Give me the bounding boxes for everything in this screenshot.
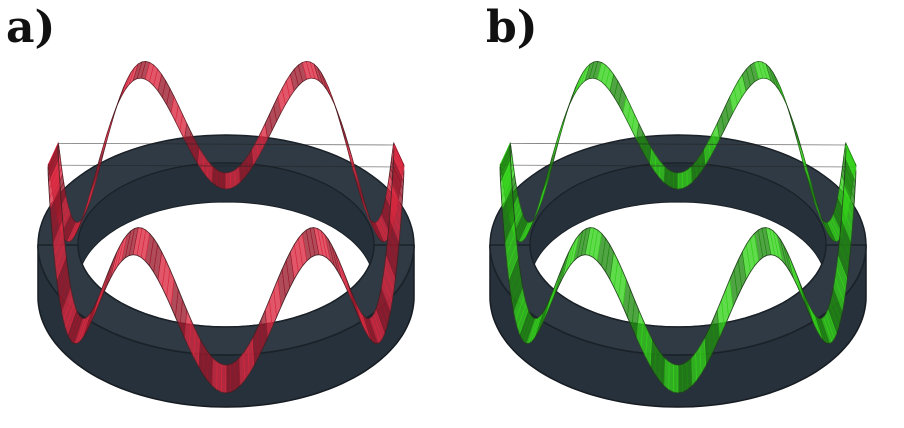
ribbon-segment-front bbox=[220, 363, 227, 394]
ribbon-edge-back bbox=[499, 77, 857, 243]
ribbon-edge-back bbox=[57, 60, 395, 223]
ribbon-segment-front bbox=[686, 357, 693, 391]
ribbon-segment-back bbox=[672, 171, 679, 190]
panel-b: b) bbox=[452, 0, 904, 428]
ribbon-segment-back bbox=[668, 169, 674, 189]
wave-ribbon-front bbox=[47, 144, 405, 394]
panel-a: a) bbox=[6, 2, 415, 408]
ribbon-edge-front bbox=[499, 166, 857, 394]
ribbon-edge-back bbox=[47, 77, 405, 243]
ribbon-segment-back bbox=[216, 169, 222, 189]
panel-a-label: a) bbox=[6, 2, 56, 53]
ribbon-edge-back bbox=[509, 60, 847, 223]
ribbon-segment-front bbox=[668, 361, 674, 393]
ribbon-edge-front bbox=[47, 166, 405, 394]
ribbon-segment-front bbox=[672, 363, 679, 394]
ribbon-segment-back bbox=[230, 169, 236, 189]
ring-top-front bbox=[489, 244, 867, 356]
ribbon-segment-front bbox=[234, 357, 241, 391]
ribbon-edge-front bbox=[509, 144, 847, 366]
ribbon-segment-front bbox=[230, 361, 236, 393]
ribbon-segment-back bbox=[225, 171, 232, 190]
panel-b-scene bbox=[489, 60, 867, 408]
ribbon-segment-front bbox=[216, 361, 222, 393]
wave-ribbon-front bbox=[499, 144, 857, 394]
ribbon-segment-front bbox=[682, 361, 688, 393]
ribbon-edge-front bbox=[57, 144, 395, 366]
ring-front bbox=[37, 244, 415, 408]
ribbon-segment-front bbox=[225, 363, 232, 394]
ribbon-segment-back bbox=[220, 171, 227, 190]
ring-front bbox=[489, 244, 867, 408]
panel-b-label: b) bbox=[486, 2, 538, 53]
ribbon-segment-back bbox=[682, 169, 688, 189]
ribbon-segment-front bbox=[677, 363, 684, 394]
ring-top-front bbox=[37, 244, 415, 356]
ribbon-segment-back bbox=[677, 171, 684, 190]
panel-a-scene bbox=[37, 60, 415, 408]
